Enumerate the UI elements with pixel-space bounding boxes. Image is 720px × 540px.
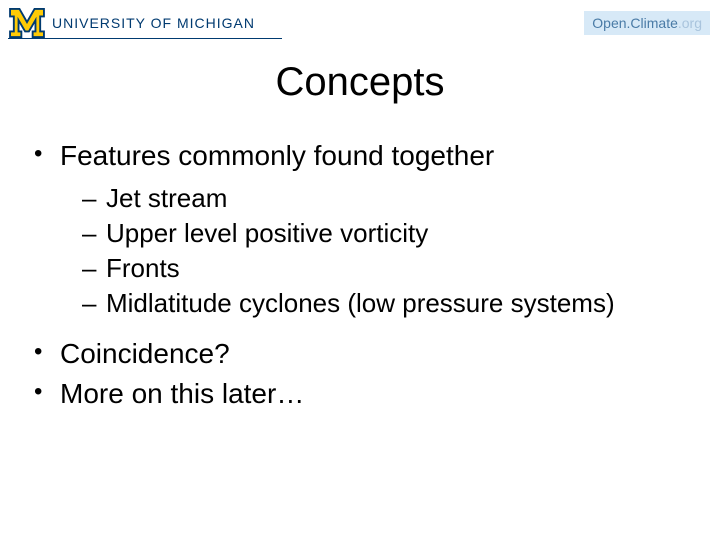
bullet-item: More on this later… bbox=[34, 375, 686, 413]
slide-content: Features commonly found together Jet str… bbox=[0, 105, 720, 413]
um-logo-text: UNIVERSITY OF MICHIGAN bbox=[52, 15, 255, 31]
bullet-text: Features commonly found together bbox=[60, 140, 494, 171]
um-block-m-icon bbox=[8, 7, 46, 39]
sub-bullet-list: Jet stream Upper level positive vorticit… bbox=[82, 181, 686, 321]
sub-bullet-item: Jet stream bbox=[82, 181, 686, 216]
openclimate-suffix: .org bbox=[678, 15, 702, 31]
bullet-item: Features commonly found together Jet str… bbox=[34, 137, 686, 321]
bullet-item: Coincidence? bbox=[34, 335, 686, 373]
openclimate-logo: Open.Climate.org bbox=[584, 11, 710, 35]
um-logo-underline bbox=[8, 38, 282, 39]
openclimate-main: Open.Climate bbox=[592, 15, 678, 31]
bullet-list: Features commonly found together Jet str… bbox=[34, 137, 686, 413]
sub-bullet-item: Midlatitude cyclones (low pressure syste… bbox=[82, 286, 686, 321]
slide-title: Concepts bbox=[0, 60, 720, 105]
slide-header: UNIVERSITY OF MICHIGAN Open.Climate.org bbox=[0, 0, 720, 42]
um-logo: UNIVERSITY OF MICHIGAN bbox=[8, 7, 255, 39]
sub-bullet-item: Fronts bbox=[82, 251, 686, 286]
sub-bullet-item: Upper level positive vorticity bbox=[82, 216, 686, 251]
